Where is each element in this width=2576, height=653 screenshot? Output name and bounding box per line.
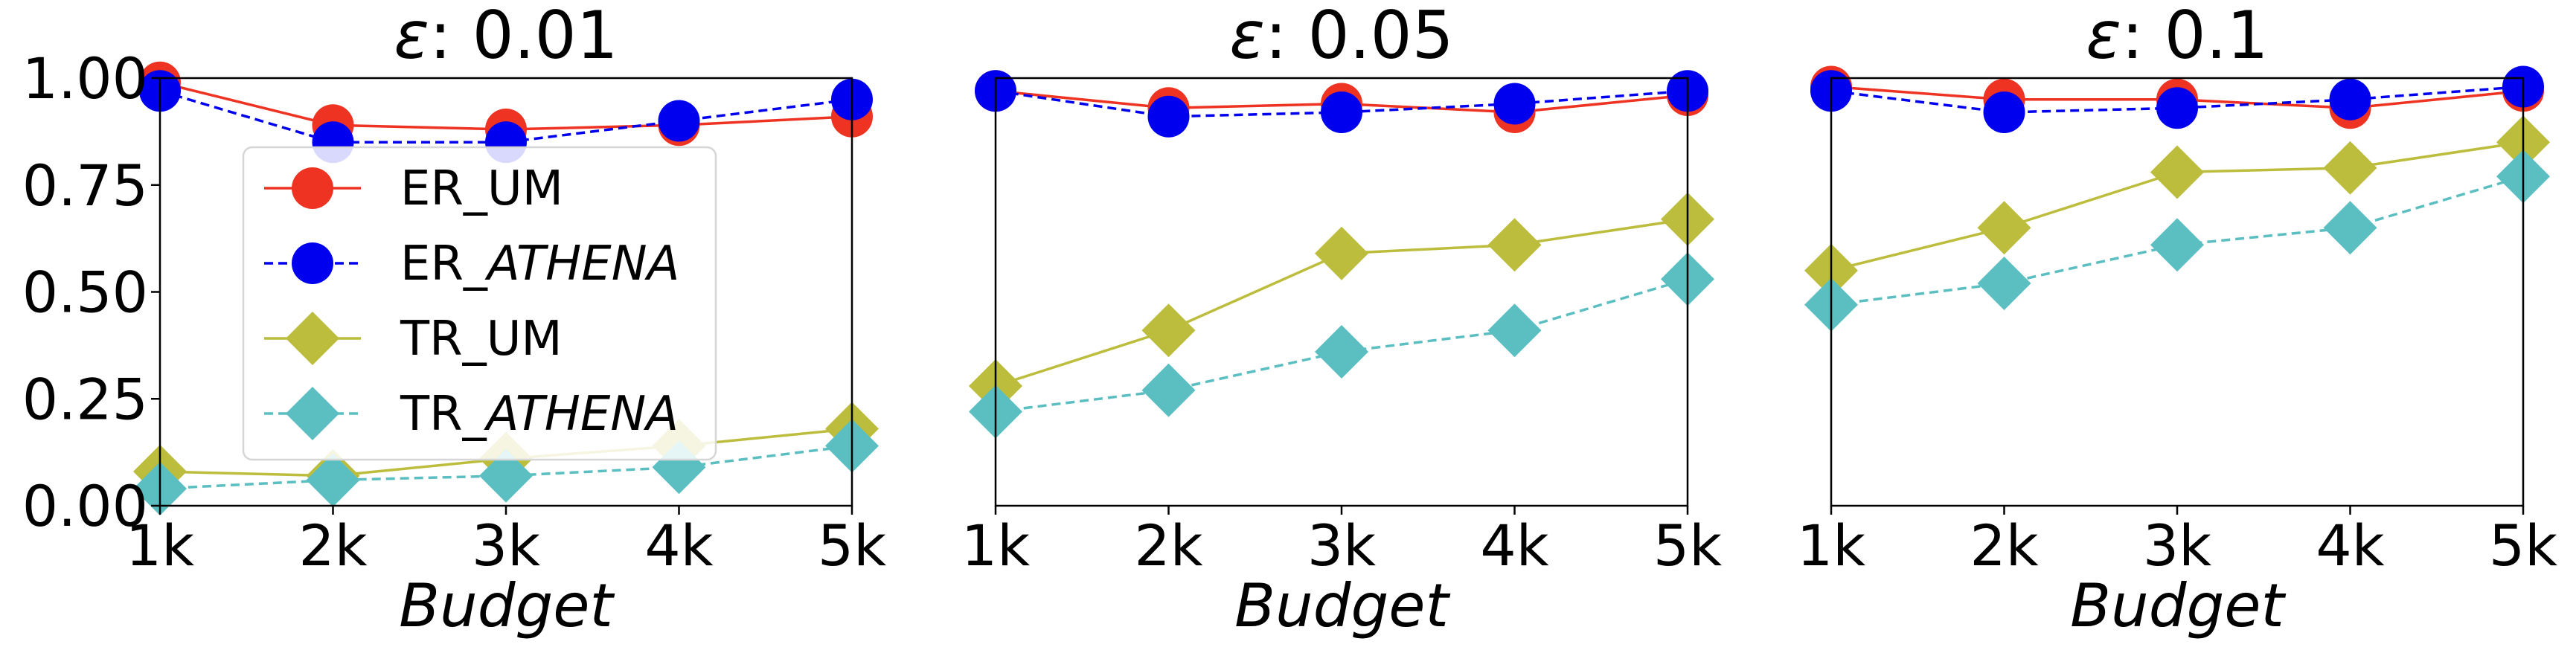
plot-frame <box>994 77 1689 507</box>
x-tick-label: 2k <box>298 512 367 579</box>
y-tick-label: 0.25 <box>22 366 148 432</box>
data-point-2-1 <box>1141 303 1196 358</box>
x-tick-label: 3k <box>2143 512 2211 579</box>
data-point-3-2 <box>1315 325 1368 379</box>
x-tick-label: 1k <box>961 512 1030 579</box>
legend-marker <box>292 242 333 284</box>
x-axis-label: Budget <box>1234 571 1450 640</box>
chart-title: ε: 0.05 <box>1229 0 1453 74</box>
data-point-1-2 <box>1321 91 1362 133</box>
subplot-1: 1k 2k 3k 4k 5k 0.00 0.25 0.50 0.75 1.00 ε: 0.01 Bud… <box>22 0 886 640</box>
x-tick-label: 4k <box>644 512 713 579</box>
x-axis-label: Budget <box>399 571 615 640</box>
data-point-1-1 <box>1147 95 1190 138</box>
legend-label: TR_ATHENA <box>400 387 679 442</box>
data-point-3-1 <box>1977 257 2031 310</box>
data-point-1-3 <box>2329 78 2371 120</box>
x-tick-label: 5k <box>2489 512 2557 579</box>
x-tick-label: 2k <box>1134 512 1202 579</box>
data-point-1-3 <box>1493 83 1536 125</box>
data-point-3-1 <box>1141 363 1196 417</box>
subplot-2: 1k 2k 3k 4k 5k ε: 0.05 Budget <box>961 0 1722 640</box>
data-point-3-2 <box>479 448 533 503</box>
legend-box <box>242 146 717 461</box>
subplot-3: 1k 2k 3k 4k 5k ε: 0.1 Budget <box>1797 0 2557 640</box>
legend-label: ER_UM <box>400 161 563 216</box>
x-tick-label: 2k <box>1970 512 2038 579</box>
legend-label: TR_UM <box>400 312 563 367</box>
data-point-1-2 <box>2156 87 2198 129</box>
data-point-2-2 <box>1315 226 1368 280</box>
data-point-2-2 <box>2150 145 2204 199</box>
data-point-3-3 <box>1487 303 1542 358</box>
legend: ER_UM ER_ATHENA TR_UM TR_ATHENA <box>242 146 717 461</box>
y-tick-label: 0.00 <box>22 473 148 539</box>
x-tick-label: 1k <box>126 512 194 579</box>
data-point-2-1 <box>1977 201 2031 255</box>
data-point-3-1 <box>306 453 360 507</box>
x-tick-label: 4k <box>1480 512 1548 579</box>
legend-marker <box>292 167 333 209</box>
data-point-2-3 <box>2323 141 2377 195</box>
legend-label: ER_ATHENA <box>400 237 679 292</box>
data-point-2-3 <box>1487 218 1542 272</box>
data-point-3-2 <box>2150 218 2204 272</box>
data-point-1-3 <box>658 100 700 142</box>
x-tick-label: 3k <box>1307 512 1376 579</box>
x-tick-label: 3k <box>472 512 540 579</box>
legend-marker <box>286 387 339 440</box>
series-line-3 <box>995 277 1688 414</box>
x-tick-label: 5k <box>818 512 886 579</box>
x-tick-label: 5k <box>1653 512 1722 579</box>
y-tick-label: 0.75 <box>22 152 148 219</box>
data-point-3-3 <box>2323 201 2377 255</box>
series-line-3 <box>1830 175 2524 306</box>
chart-title: ε: 0.1 <box>2086 0 2268 74</box>
y-tick-label: 1.00 <box>22 45 148 112</box>
x-tick-label: 1k <box>1797 512 1865 579</box>
x-tick-label: 4k <box>2316 512 2384 579</box>
y-tick-label: 0.50 <box>22 260 148 326</box>
chart-title: ε: 0.01 <box>394 0 618 74</box>
legend-marker <box>286 312 339 365</box>
data-point-1-1 <box>1983 91 2025 133</box>
x-axis-label: Budget <box>2070 571 2286 640</box>
